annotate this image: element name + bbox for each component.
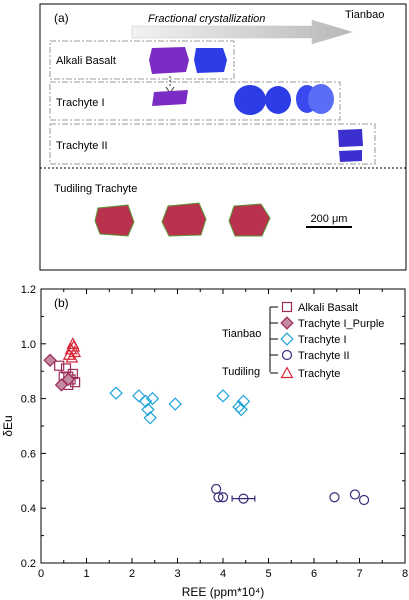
point-trachyte-ii — [349, 489, 361, 500]
group-box-alkali — [49, 40, 235, 80]
legend-markers — [270, 301, 294, 379]
x-tick-label: 7 — [356, 568, 362, 580]
point-trachyte — [65, 350, 79, 363]
legend-marker-alkali-basalt — [281, 301, 293, 313]
crystal-alkali-blue — [194, 48, 227, 73]
y-tick-label: 0.8 — [21, 394, 36, 406]
point-trachyte-i — [145, 391, 160, 406]
x-tick-label: 1 — [83, 568, 89, 580]
point-trachyte-ii — [217, 492, 229, 503]
legend-label-trachyte: Trachyte — [298, 368, 340, 380]
point-trachyte-ii — [211, 483, 222, 495]
panel-a: (a) Fractional crystallization Tianbao A… — [39, 3, 407, 271]
crystal-t2-b — [339, 150, 362, 162]
point-alkali-basalt — [54, 360, 65, 371]
crystal-images — [149, 47, 363, 162]
point-trachyte-i — [132, 389, 146, 403]
tianbao-label: Tianbao — [345, 9, 384, 21]
point-trachyte-i — [232, 400, 246, 414]
scale-bar-label: 200 μm — [311, 213, 348, 225]
tick-labels: 0 1 2 3 4 5 6 7 8 0.2 0.4 0.6 0.8 1.0 1.2 — [21, 284, 408, 580]
legend-group-tianbao: Tianbao — [222, 328, 261, 340]
panel-b: (b) 0 1 2 3 4 5 6 7 8 0.2 0.4 0.6 0.8 1.0 1.2 REE (ppm… — [1, 284, 408, 599]
legend: Tianbao Tudiling Alkali Basalt Trachyte … — [222, 301, 384, 380]
point-trachyte-ii — [358, 494, 370, 506]
x-tick-label: 6 — [311, 568, 317, 580]
legend-label-trachyte1: Trachyte I — [298, 334, 347, 346]
legend-bracket-stubs — [270, 306, 278, 356]
x-tick-label: 0 — [38, 568, 44, 580]
fractional-arrow-icon — [131, 19, 354, 45]
crystal-t1-blue-2 — [265, 86, 291, 114]
legend-label-trachyte2: Trachyte II — [298, 350, 350, 362]
y-tick-label: 0.4 — [21, 503, 36, 515]
point-trachyte-i — [138, 394, 153, 409]
tudiling-label: Tudiling Trachyte — [54, 183, 137, 195]
legend-marker-trachyte-i — [280, 332, 294, 346]
point-trachyte-i — [168, 397, 182, 411]
point-trachyte-ii — [238, 493, 249, 504]
panel-b-label: (b) — [54, 296, 69, 310]
point-trachyte — [67, 339, 81, 352]
point-trachyte-i-purple — [43, 353, 57, 367]
crystal-tudiling-3 — [228, 203, 271, 237]
crystal-alkali-purple — [149, 47, 189, 74]
tudiling-crystals — [94, 202, 271, 237]
group-label-trachyte1: Trachyte I — [56, 97, 105, 109]
y-tick-label: 1.2 — [21, 284, 36, 296]
point-trachyte-i — [236, 394, 251, 409]
y-axis-label: δEu — [1, 415, 15, 436]
panel-a-label: (a) — [54, 11, 69, 25]
point-trachyte-i — [141, 402, 155, 417]
legend-marker-trachyte — [280, 366, 294, 379]
y-tick-label: 0.2 — [21, 558, 36, 570]
crystal-t1-blue-4 — [308, 84, 334, 114]
markers — [43, 337, 370, 506]
crystal-t1-purple — [152, 90, 188, 106]
legend-label-alkali: Alkali Basalt — [298, 302, 358, 314]
point-alkali-basalt — [60, 363, 72, 374]
ticks — [40, 288, 406, 564]
point-trachyte-i — [234, 402, 248, 417]
point-trachyte-i — [143, 411, 157, 425]
point-trachyte-ii — [213, 492, 224, 503]
legend-marker-trachyte-i-purple — [280, 316, 294, 330]
x-axis-label: REE (ppm*10⁴) — [182, 585, 265, 599]
group-box-trachyte2 — [49, 123, 376, 165]
point-trachyte-i — [109, 386, 123, 400]
crystal-tudiling-1 — [94, 204, 135, 237]
group-box-trachyte1 — [49, 81, 341, 121]
legend-group-tudiling: Tudiling — [222, 366, 260, 378]
x-tick-label: 8 — [402, 568, 408, 580]
y-tick-label: 1.0 — [21, 339, 36, 351]
x-tick-label: 3 — [174, 568, 180, 580]
x-tick-label: 4 — [220, 568, 226, 580]
y-tick-label: 0.6 — [21, 448, 36, 460]
arrow-text: Fractional crystallization — [148, 13, 265, 25]
crystal-t1-blue-1 — [234, 85, 266, 115]
x-tick-label: 2 — [129, 568, 135, 580]
crystal-tudiling-2 — [161, 202, 207, 237]
point-trachyte-ii — [329, 492, 340, 503]
point-trachyte-i — [216, 389, 230, 403]
point-trachyte-i-purple — [61, 372, 75, 387]
legend-marker-trachyte-ii — [281, 349, 293, 361]
group-label-alkali: Alkali Basalt — [56, 55, 116, 67]
crystal-t2-a — [338, 129, 363, 147]
x-tick-label: 5 — [265, 568, 271, 580]
group-label-trachyte2: Trachyte II — [56, 140, 108, 152]
legend-label-trachyte1-purple: Trachyte I_Purple — [298, 318, 384, 330]
